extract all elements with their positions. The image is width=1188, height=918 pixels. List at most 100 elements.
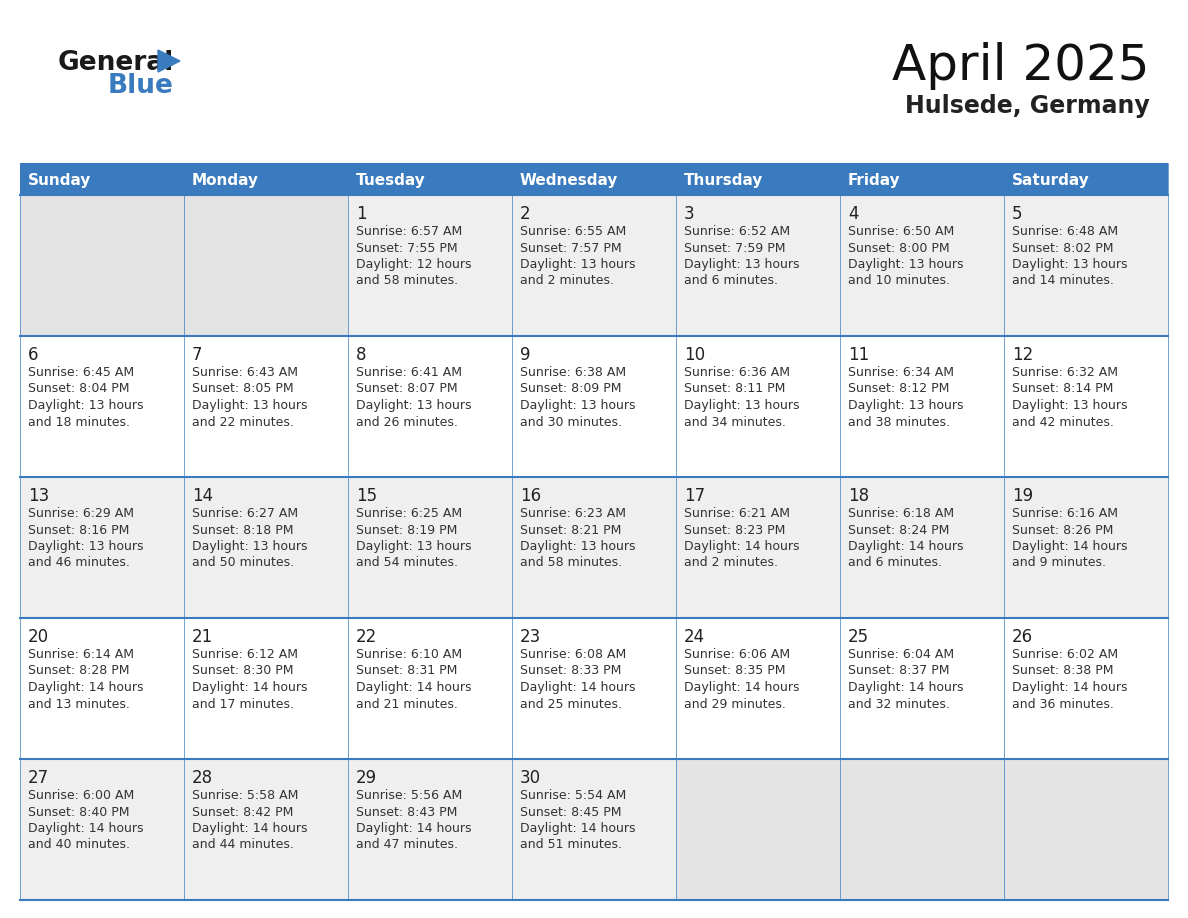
Text: Sunset: 8:11 PM: Sunset: 8:11 PM <box>684 383 785 396</box>
Text: 22: 22 <box>356 628 378 646</box>
Text: Sunset: 7:55 PM: Sunset: 7:55 PM <box>356 241 457 254</box>
Text: Sunrise: 6:08 AM: Sunrise: 6:08 AM <box>520 648 626 661</box>
Text: Daylight: 14 hours: Daylight: 14 hours <box>192 681 308 694</box>
Text: Sunrise: 6:52 AM: Sunrise: 6:52 AM <box>684 225 790 238</box>
Text: Sunset: 8:21 PM: Sunset: 8:21 PM <box>520 523 621 536</box>
Text: Daylight: 14 hours: Daylight: 14 hours <box>29 681 144 694</box>
Text: and 32 minutes.: and 32 minutes. <box>848 698 950 711</box>
Polygon shape <box>158 50 181 72</box>
Text: Sunrise: 6:23 AM: Sunrise: 6:23 AM <box>520 507 626 520</box>
Text: Sunset: 7:59 PM: Sunset: 7:59 PM <box>684 241 785 254</box>
Text: Sunrise: 6:38 AM: Sunrise: 6:38 AM <box>520 366 626 379</box>
Text: Sunrise: 5:58 AM: Sunrise: 5:58 AM <box>192 789 298 802</box>
Text: Sunset: 8:35 PM: Sunset: 8:35 PM <box>684 665 785 677</box>
Text: Sunset: 8:24 PM: Sunset: 8:24 PM <box>848 523 949 536</box>
Text: Sunset: 8:30 PM: Sunset: 8:30 PM <box>192 665 293 677</box>
Text: Daylight: 14 hours: Daylight: 14 hours <box>684 681 800 694</box>
Text: and 2 minutes.: and 2 minutes. <box>520 274 614 287</box>
Bar <box>20 618 1168 759</box>
Text: Sunset: 8:02 PM: Sunset: 8:02 PM <box>1012 241 1113 254</box>
Text: Daylight: 13 hours: Daylight: 13 hours <box>520 399 636 412</box>
Text: Sunset: 8:23 PM: Sunset: 8:23 PM <box>684 523 785 536</box>
Bar <box>20 163 1168 195</box>
Text: Sunset: 8:28 PM: Sunset: 8:28 PM <box>29 665 129 677</box>
Text: Daylight: 13 hours: Daylight: 13 hours <box>192 540 308 553</box>
Text: Monday: Monday <box>192 173 259 187</box>
Text: and 51 minutes.: and 51 minutes. <box>520 838 623 852</box>
Text: 5: 5 <box>1012 205 1023 223</box>
Text: 14: 14 <box>192 487 213 505</box>
Text: and 13 minutes.: and 13 minutes. <box>29 698 129 711</box>
Text: and 9 minutes.: and 9 minutes. <box>1012 556 1106 569</box>
Text: Sunrise: 6:57 AM: Sunrise: 6:57 AM <box>356 225 462 238</box>
Text: Friday: Friday <box>848 173 901 187</box>
Text: 30: 30 <box>520 769 541 787</box>
Bar <box>1004 759 1168 900</box>
Text: General: General <box>58 50 175 76</box>
Text: Tuesday: Tuesday <box>356 173 425 187</box>
Text: and 54 minutes.: and 54 minutes. <box>356 556 459 569</box>
Text: 29: 29 <box>356 769 377 787</box>
Text: Sunrise: 5:56 AM: Sunrise: 5:56 AM <box>356 789 462 802</box>
Text: Daylight: 13 hours: Daylight: 13 hours <box>29 399 144 412</box>
Text: Daylight: 13 hours: Daylight: 13 hours <box>1012 258 1127 271</box>
Text: 10: 10 <box>684 346 706 364</box>
Text: Sunrise: 6:06 AM: Sunrise: 6:06 AM <box>684 648 790 661</box>
Text: Sunrise: 6:41 AM: Sunrise: 6:41 AM <box>356 366 462 379</box>
Text: and 36 minutes.: and 36 minutes. <box>1012 698 1114 711</box>
Text: 4: 4 <box>848 205 859 223</box>
Text: Daylight: 13 hours: Daylight: 13 hours <box>356 399 472 412</box>
Text: Daylight: 14 hours: Daylight: 14 hours <box>192 822 308 835</box>
Text: Sunrise: 6:21 AM: Sunrise: 6:21 AM <box>684 507 790 520</box>
Text: Sunrise: 6:14 AM: Sunrise: 6:14 AM <box>29 648 134 661</box>
Text: Sunset: 8:43 PM: Sunset: 8:43 PM <box>356 805 457 819</box>
Text: Sunset: 8:31 PM: Sunset: 8:31 PM <box>356 665 457 677</box>
Text: and 6 minutes.: and 6 minutes. <box>848 556 942 569</box>
Text: 16: 16 <box>520 487 541 505</box>
Text: Sunrise: 6:43 AM: Sunrise: 6:43 AM <box>192 366 298 379</box>
Bar <box>184 195 348 336</box>
Text: 1: 1 <box>356 205 367 223</box>
Text: Sunset: 8:07 PM: Sunset: 8:07 PM <box>356 383 457 396</box>
Text: Daylight: 13 hours: Daylight: 13 hours <box>1012 399 1127 412</box>
Text: and 58 minutes.: and 58 minutes. <box>520 556 623 569</box>
Text: Daylight: 14 hours: Daylight: 14 hours <box>1012 681 1127 694</box>
Text: Sunrise: 6:18 AM: Sunrise: 6:18 AM <box>848 507 954 520</box>
Text: 3: 3 <box>684 205 695 223</box>
Text: Sunrise: 6:04 AM: Sunrise: 6:04 AM <box>848 648 954 661</box>
Text: 24: 24 <box>684 628 706 646</box>
Text: Sunrise: 6:29 AM: Sunrise: 6:29 AM <box>29 507 134 520</box>
Text: and 10 minutes.: and 10 minutes. <box>848 274 950 287</box>
Text: Daylight: 13 hours: Daylight: 13 hours <box>520 258 636 271</box>
Text: Sunset: 8:45 PM: Sunset: 8:45 PM <box>520 805 621 819</box>
Text: Sunset: 8:18 PM: Sunset: 8:18 PM <box>192 523 293 536</box>
Text: Daylight: 13 hours: Daylight: 13 hours <box>520 540 636 553</box>
Text: and 26 minutes.: and 26 minutes. <box>356 416 457 429</box>
Text: 21: 21 <box>192 628 214 646</box>
Text: and 2 minutes.: and 2 minutes. <box>684 556 778 569</box>
Text: 2: 2 <box>520 205 531 223</box>
Text: 9: 9 <box>520 346 531 364</box>
Text: Sunset: 8:37 PM: Sunset: 8:37 PM <box>848 665 949 677</box>
Text: Daylight: 13 hours: Daylight: 13 hours <box>684 258 800 271</box>
Text: and 44 minutes.: and 44 minutes. <box>192 838 293 852</box>
Text: 25: 25 <box>848 628 870 646</box>
Text: Sunrise: 6:25 AM: Sunrise: 6:25 AM <box>356 507 462 520</box>
Text: 13: 13 <box>29 487 49 505</box>
Text: Daylight: 14 hours: Daylight: 14 hours <box>29 822 144 835</box>
Bar <box>20 477 1168 618</box>
Bar <box>20 195 184 336</box>
Text: Sunrise: 6:10 AM: Sunrise: 6:10 AM <box>356 648 462 661</box>
Bar <box>20 195 1168 336</box>
Text: Hulsede, Germany: Hulsede, Germany <box>905 94 1150 118</box>
Text: 28: 28 <box>192 769 213 787</box>
Text: Wednesday: Wednesday <box>520 173 619 187</box>
Text: Sunset: 8:42 PM: Sunset: 8:42 PM <box>192 805 293 819</box>
Text: Sunrise: 6:50 AM: Sunrise: 6:50 AM <box>848 225 954 238</box>
Text: 17: 17 <box>684 487 706 505</box>
Text: Sunset: 8:40 PM: Sunset: 8:40 PM <box>29 805 129 819</box>
Text: Sunset: 8:26 PM: Sunset: 8:26 PM <box>1012 523 1113 536</box>
Text: Sunrise: 6:48 AM: Sunrise: 6:48 AM <box>1012 225 1118 238</box>
Text: Sunset: 8:00 PM: Sunset: 8:00 PM <box>848 241 949 254</box>
Text: 26: 26 <box>1012 628 1034 646</box>
